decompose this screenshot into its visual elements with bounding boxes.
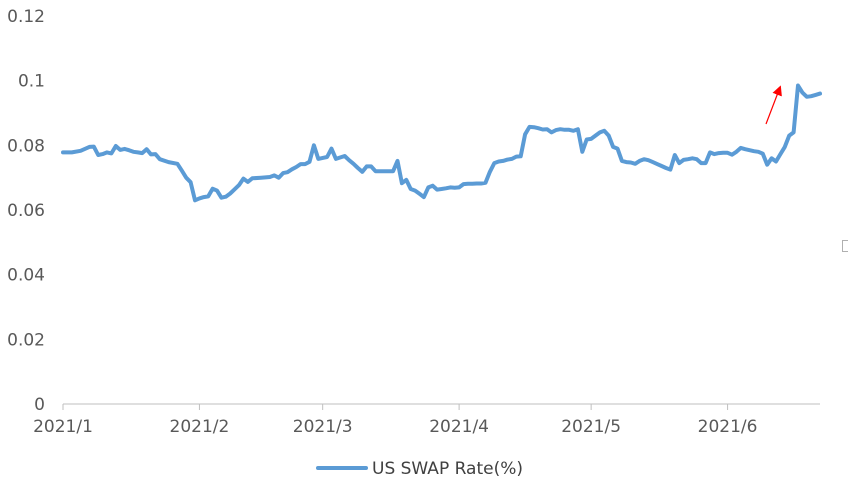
chart-resize-handle[interactable] (842, 240, 848, 252)
annotation-layer (765, 85, 782, 125)
annotation-arrow (765, 85, 782, 125)
x-axis-ticks (62, 404, 729, 410)
y-tick-label: 0.06 (7, 201, 45, 221)
y-tick-label: 0 (34, 395, 45, 415)
x-axis-tick-labels: 2021/1 2021/2 2021/3 2021/4 2021/5 2021/6 (33, 417, 757, 437)
legend-label-us-swap-rate: US SWAP Rate(%) (372, 459, 523, 479)
y-tick-label: 0.1 (18, 72, 45, 92)
series-layer (61, 83, 822, 203)
y-tick-label: 0.04 (7, 266, 45, 286)
y-tick-label: 0.12 (7, 7, 45, 27)
x-tick-label: 2021/4 (429, 417, 489, 437)
series-line-us-swap-rate (61, 83, 822, 203)
x-tick-label: 2021/5 (561, 417, 621, 437)
x-tick-label: 2021/2 (170, 417, 230, 437)
x-tick-label: 2021/6 (698, 417, 758, 437)
y-tick-label: 0.02 (7, 330, 45, 350)
x-tick-label: 2021/3 (293, 417, 353, 437)
y-tick-label: 0.08 (7, 136, 45, 156)
x-tick-label: 2021/1 (33, 417, 93, 437)
legend: US SWAP Rate(%) (316, 459, 523, 479)
y-axis-tick-labels: 0 0.02 0.04 0.06 0.08 0.1 0.12 (7, 7, 45, 415)
